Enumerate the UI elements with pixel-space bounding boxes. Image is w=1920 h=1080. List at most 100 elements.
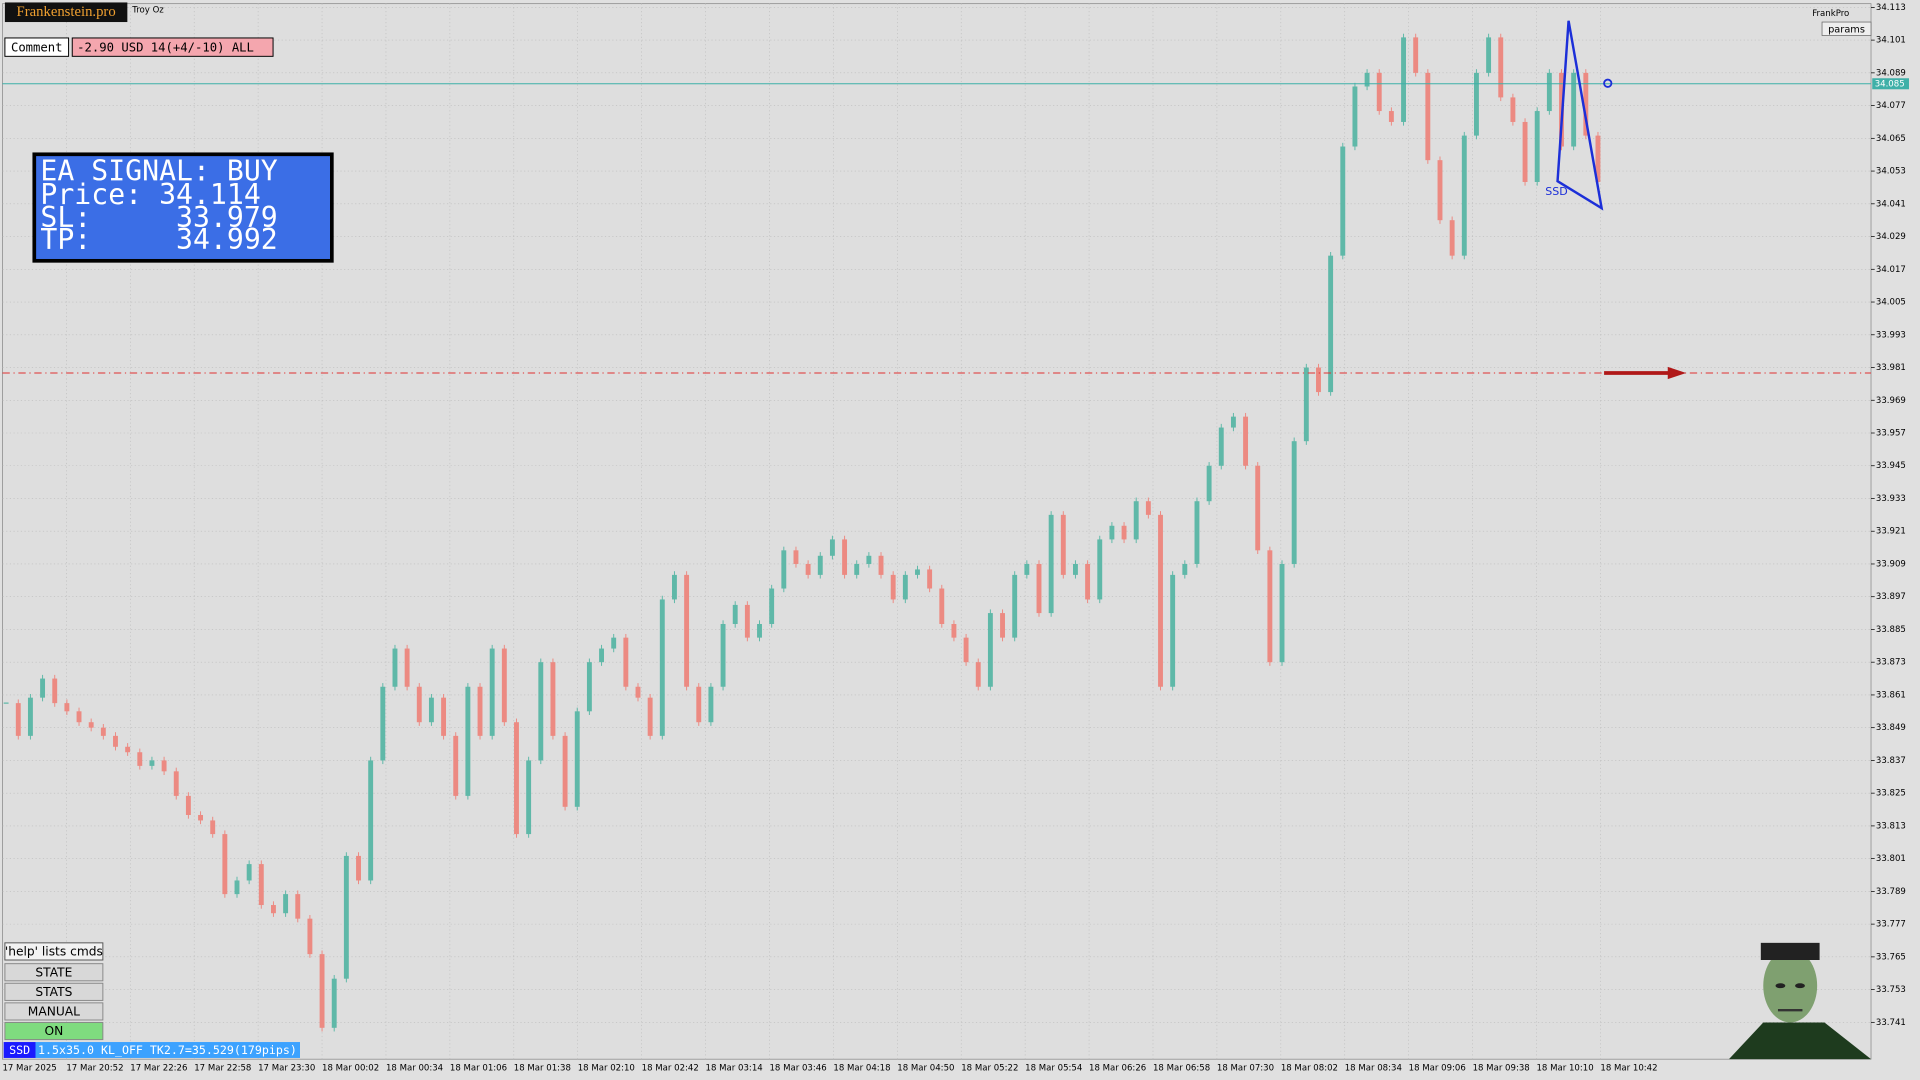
y-tick-label: 33.837 [1876, 756, 1906, 766]
params-label[interactable]: params [1828, 24, 1865, 35]
candle [501, 648, 507, 723]
candle [1486, 37, 1492, 73]
candle [477, 686, 483, 736]
candle [1085, 563, 1091, 600]
x-tick-label: 18 Mar 10:42 [1600, 1063, 1657, 1073]
candle [453, 735, 459, 796]
candle [1218, 427, 1224, 466]
logo-box [4, 2, 128, 23]
candle [489, 648, 495, 736]
candle [1060, 514, 1066, 575]
stats-button[interactable] [4, 982, 104, 1001]
candle [732, 604, 738, 624]
on-label[interactable]: ON [44, 1024, 63, 1038]
signal-sl: SL: 33.979 [40, 201, 277, 234]
x-tick-label: 18 Mar 03:14 [706, 1063, 763, 1073]
candle [1595, 135, 1601, 182]
candle [586, 662, 592, 712]
signal-price: Price: 34.114 [40, 178, 260, 211]
status-box [35, 1042, 301, 1058]
candle [1340, 146, 1346, 256]
candle [1243, 416, 1249, 466]
candle [1267, 550, 1273, 663]
stats-label[interactable]: STATS [35, 985, 72, 999]
candle [64, 703, 70, 712]
candle [1473, 72, 1479, 136]
candle [781, 550, 787, 589]
state-label[interactable]: STATE [35, 965, 72, 979]
x-tick-label: 18 Mar 01:38 [514, 1063, 571, 1073]
x-tick-label: 17 Mar 22:58 [194, 1063, 251, 1073]
candle [258, 864, 264, 906]
candle [611, 637, 617, 649]
x-tick-label: 18 Mar 03:46 [769, 1063, 826, 1073]
logo: Frankenstein.pro [17, 4, 116, 20]
y-tick-label: 33.753 [1876, 985, 1906, 995]
candle [1401, 37, 1406, 122]
candle [1194, 501, 1200, 564]
candle [1449, 220, 1455, 256]
y-tick-label: 34.029 [1876, 232, 1906, 242]
candle [1328, 255, 1334, 393]
candle [125, 746, 131, 753]
state-button[interactable] [4, 963, 104, 982]
help-text: 'help' lists cmds [5, 945, 103, 959]
candle [696, 686, 702, 723]
y-tick-label: 33.777 [1876, 920, 1906, 930]
y-tick-label: 33.969 [1876, 396, 1906, 406]
candle [416, 686, 422, 723]
x-tick-label: 18 Mar 06:26 [1089, 1063, 1146, 1073]
candle [550, 662, 556, 736]
candle [1437, 160, 1443, 221]
y-tick-label: 33.933 [1876, 494, 1906, 504]
candle [15, 703, 21, 736]
candle [161, 760, 167, 772]
y-tick-label: 33.921 [1876, 527, 1906, 537]
candle [951, 623, 957, 638]
x-tick-label: 18 Mar 07:30 [1217, 1063, 1274, 1073]
y-tick-label: 33.849 [1876, 723, 1906, 733]
candle [793, 550, 799, 564]
x-tick-label: 18 Mar 09:06 [1409, 1063, 1466, 1073]
candle [878, 555, 884, 575]
candle [343, 855, 349, 979]
y-tick-label: 33.981 [1876, 363, 1906, 373]
candle [100, 727, 106, 736]
candle [927, 569, 933, 589]
y-tick-label: 33.801 [1876, 854, 1906, 864]
on-button[interactable] [4, 1021, 104, 1041]
y-tick-label: 33.945 [1876, 461, 1906, 471]
candle [514, 722, 519, 835]
candle [1133, 501, 1139, 540]
x-tick-label: 18 Mar 04:18 [833, 1063, 890, 1073]
x-tick-label: 18 Mar 00:02 [322, 1063, 379, 1073]
candle [465, 686, 471, 796]
symbol: Troy Oz [131, 5, 164, 15]
candle [1498, 37, 1504, 98]
candle [866, 555, 872, 564]
candle [246, 864, 252, 881]
candle [185, 795, 191, 815]
y-tick-label: 34.101 [1876, 36, 1906, 46]
manual-label[interactable]: MANUAL [28, 1005, 80, 1019]
candle [1255, 465, 1261, 551]
candle [1534, 111, 1540, 182]
candle [708, 686, 714, 723]
candle [684, 574, 690, 687]
params-button[interactable] [1821, 21, 1872, 36]
status-tag-box [3, 1042, 36, 1058]
manual-button[interactable] [4, 1002, 104, 1021]
candle [1121, 525, 1127, 540]
candle [1182, 563, 1188, 575]
comment-value-box [71, 37, 274, 57]
y-tick-label: 34.053 [1876, 167, 1906, 177]
candle [210, 820, 216, 835]
overlay: 34.085 [2, 78, 1909, 380]
x-tick-label: 18 Mar 02:42 [642, 1063, 699, 1073]
x-tick-label: 17 Mar 2025 [2, 1063, 56, 1073]
y-tick-label: 33.825 [1876, 789, 1906, 799]
candle [1048, 514, 1054, 614]
candle [915, 569, 920, 575]
ssd-diagonal [1567, 20, 1603, 209]
